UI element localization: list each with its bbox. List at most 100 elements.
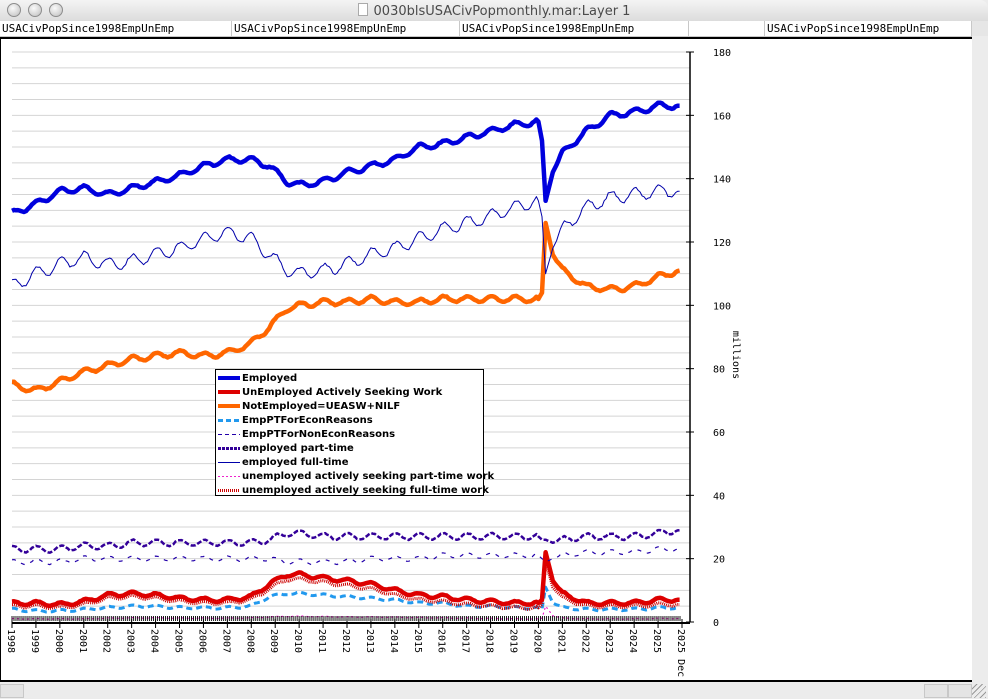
tab-strip-end [971,21,988,36]
series-line-part-time [11,528,680,554]
legend-swatch-icon [218,404,240,408]
series-tab-2[interactable]: USACivPopSince1998EmpUnEmp [234,22,407,35]
x-tick-label: 2004 [149,629,160,653]
legend-item-unemployed: UnEmployed Actively Seeking Work [218,385,442,399]
series-line-pt-nonecon [11,545,680,566]
legend-swatch-icon [218,475,240,477]
status-bar-button[interactable] [948,684,972,698]
x-tick-label: 2020 [531,629,542,653]
legend-item-pt-econ: EmpPTForEconReasons [218,413,373,427]
x-tick-label: 2025 [651,629,662,653]
y-tick-label: 120 [713,238,731,249]
resize-grip-icon[interactable] [972,684,986,698]
series-line-employed [11,100,680,215]
x-tick-label: 2001 [77,629,88,653]
legend-swatch-icon [218,418,240,422]
x-tick-label: 2000 [53,629,64,653]
y-tick-label: 100 [713,301,731,312]
y-tick-label: 20 [713,555,725,566]
legend-label: NotEmployed=UEASW+NILF [242,400,401,412]
legend-label: Employed [242,372,298,384]
x-tick-label: 2014 [388,629,399,653]
x-tick-label: 2003 [125,629,136,653]
y-tick-label: 180 [713,48,731,59]
legend-label: unemployed actively seeking part-time wo… [242,470,495,482]
x-tick-label: 2002 [101,629,112,653]
close-window-button[interactable] [7,3,21,17]
y-tick-label: 140 [713,175,731,186]
status-bar-button[interactable] [0,684,24,698]
x-tick-label: 2012 [340,629,351,653]
series-line-not-employed [11,220,681,394]
x-tick-label: 2021 [555,629,566,653]
legend-swatch-icon [218,376,240,380]
x-tick-label: 2023 [603,629,614,653]
legend-swatch-icon [218,446,240,450]
x-tick-label: 2025 Dec [675,629,686,677]
x-tick-label: 2017 [460,629,471,653]
document-icon [357,3,368,16]
series-line-full-time [11,184,680,287]
gridlines [12,51,690,607]
x-tick-label: 2024 [627,629,638,653]
tab-divider [459,21,460,36]
tab-divider [764,21,765,36]
legend-swatch-icon [218,488,240,492]
tab-divider [688,21,689,36]
status-bar [0,682,988,699]
x-tick-label: 2013 [364,629,375,653]
x-tick-label: 2005 [173,629,184,653]
series-tab-strip: USACivPopSince1998EmpUnEmp USACivPopSinc… [0,21,972,37]
legend-item-pt-nonecon: EmpPTForNonEconReasons [218,427,395,441]
x-tick-label: 2019 [508,629,519,653]
legend-label: employed part-time [242,442,354,454]
y-tick-label: 160 [713,111,731,122]
y-tick-label: 60 [713,428,725,439]
legend-item-employed: Employed [218,371,297,385]
x-tick-label: 2018 [484,629,495,653]
status-bar-button[interactable] [924,684,948,698]
y-tick-label: 40 [713,491,725,502]
legend-swatch-icon [218,390,240,394]
y-axis: 0 20 40 60 80 100 120 140 160 180 [686,48,731,629]
x-tick-label: 2007 [220,629,231,653]
window-title: 0030blsUSACivPopmonthly.mar:Layer 1 [0,3,988,19]
legend-item-full-time: employed full-time [218,455,348,469]
legend-swatch-icon [218,461,240,463]
x-tick-label: 1998 [5,629,16,653]
legend-label: employed full-time [242,456,349,468]
minimize-window-button[interactable] [28,3,42,17]
x-tick-label: 2016 [436,629,447,653]
chart-legend: Employed UnEmployed Actively Seeking Work… [215,369,494,496]
series-tab-3[interactable]: USACivPopSince1998EmpUnEmp [462,22,635,35]
series-tab-5[interactable]: USACivPopSince1998EmpUnEmp [767,22,940,35]
legend-item-part-time: employed part-time [218,441,354,455]
window-title-text: 0030blsUSACivPopmonthly.mar:Layer 1 [373,4,631,19]
x-tick-label: 2006 [196,629,207,653]
x-tick-label: 2009 [268,629,279,653]
legend-label: unemployed actively seeking full-time wo… [242,484,489,496]
legend-swatch-icon [218,433,240,435]
series-line-pt-econ [11,585,680,614]
legend-item-not-employed: NotEmployed=UEASW+NILF [218,399,400,413]
x-tick-label: 2011 [316,629,327,653]
y-axis-label: millions [730,331,741,379]
legend-item-unemp-ft: unemployed actively seeking full-time wo… [218,483,489,497]
x-tick-label: 2010 [292,629,303,653]
series-line-unemp-ft [11,560,680,611]
x-axis: 1998 1999 2000 2001 2002 2003 2004 2005 2006 2007… [5,616,690,677]
legend-label: UnEmployed Actively Seeking Work [242,386,443,398]
series-layer [11,100,681,620]
tab-divider [231,21,232,36]
series-tab-1[interactable]: USACivPopSince1998EmpUnEmp [2,22,175,35]
y-tick-label: 0 [713,618,719,629]
legend-item-unemp-pt: unemployed actively seeking part-time wo… [218,469,494,483]
zoom-window-button[interactable] [49,3,63,17]
y-tick-label: 80 [713,365,725,376]
x-tick-label: 2015 [412,629,423,653]
x-tick-label: 1999 [29,629,40,653]
window-titlebar: 0030blsUSACivPopmonthly.mar:Layer 1 [0,0,988,22]
legend-label: EmpPTForNonEconReasons [242,428,396,440]
legend-label: EmpPTForEconReasons [242,414,373,426]
